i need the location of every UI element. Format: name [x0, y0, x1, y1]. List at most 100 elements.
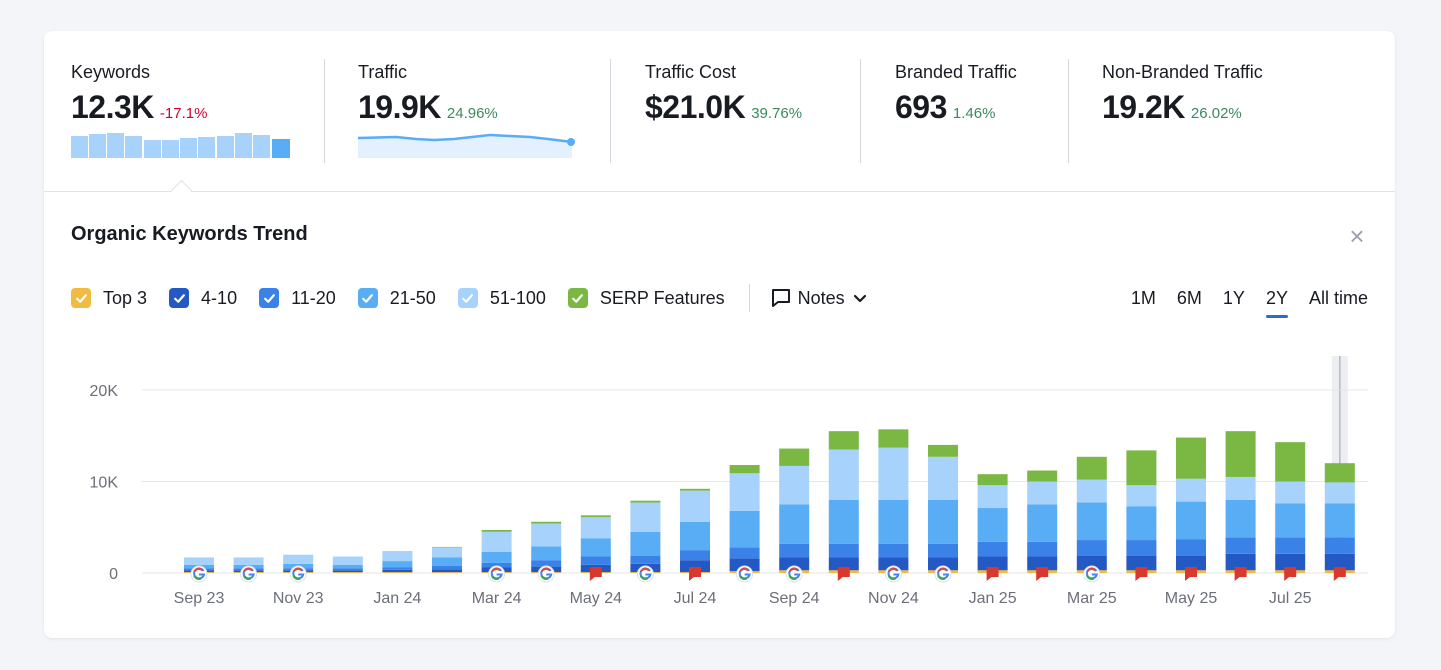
note-marker-icon [689, 567, 701, 581]
metric-value: 19.9K [358, 89, 441, 125]
close-icon[interactable]: × [1349, 221, 1365, 251]
divider [610, 59, 611, 163]
note-marker-icon [1234, 567, 1247, 581]
legend-label: SERP Features [599, 287, 725, 308]
google-g-glyph [788, 567, 799, 573]
legend-21-50[interactable]: 21-50 [357, 287, 436, 309]
bar-segment [878, 447, 909, 500]
range-all-time[interactable]: All time [1308, 288, 1368, 308]
google-g-glyph [193, 567, 204, 573]
range-1m[interactable]: 1M [1130, 288, 1156, 308]
legend-label: 4-10 [201, 287, 238, 308]
spark-bar [125, 136, 142, 158]
traffic-sparkline [358, 133, 575, 158]
sparkline-point [567, 138, 575, 146]
bar-segment [1176, 437, 1206, 479]
x-tick-label: Jan 24 [373, 590, 421, 607]
google-g-glyph [738, 575, 748, 581]
bar-segment [1027, 556, 1058, 571]
metric-non-branded-traffic[interactable]: Non-Branded Traffic 19.2K 26.02% [1102, 61, 1263, 126]
bar-segment [1027, 504, 1058, 542]
checkbox-checked-icon[interactable] [567, 288, 588, 308]
bar-segment [729, 547, 760, 559]
google-g-glyph [937, 567, 948, 573]
legend-serp-features[interactable]: SERP Features [567, 287, 725, 309]
checkbox-checked-icon[interactable] [457, 288, 478, 308]
bar-segment [680, 550, 710, 561]
bar-segment [332, 570, 363, 573]
bar-segment [1076, 456, 1107, 480]
google-g-glyph [292, 575, 301, 581]
metric-traffic[interactable]: Traffic 19.9K 24.96% [358, 61, 580, 158]
sparkline-line [358, 133, 573, 144]
x-tick-label: Nov 23 [273, 590, 324, 607]
google-g-glyph [292, 567, 303, 573]
checkbox-checked-icon[interactable] [169, 288, 190, 308]
chevron-down-icon [853, 294, 866, 303]
bar-segment [1176, 501, 1206, 540]
legend-top-3[interactable]: Top 3 [71, 288, 147, 309]
bar-segment [432, 572, 462, 573]
bar-segment [531, 521, 562, 524]
section-title: Organic Keywords Trend [71, 223, 308, 245]
bar-segment [1275, 503, 1306, 538]
metric-label: Traffic [358, 62, 408, 82]
bar-segment [283, 554, 314, 564]
google-g-glyph [242, 575, 252, 581]
google-g-glyph [193, 575, 202, 581]
bar-segment [828, 499, 859, 544]
bar-segment [531, 523, 562, 547]
x-tick-label: May 24 [570, 590, 623, 607]
bar-segment [233, 557, 264, 565]
bar-segment [432, 546, 462, 548]
bar-segment [1126, 555, 1157, 571]
bar-segment [779, 465, 810, 505]
legend-4-10[interactable]: 4-10 [169, 288, 237, 309]
x-tick-label: Jul 24 [674, 590, 717, 607]
x-tick-label: Jan 25 [969, 590, 1017, 607]
bar-segment [1027, 541, 1058, 557]
bar-segment [1027, 470, 1058, 482]
metric-keywords[interactable]: Keywords 12.3K -17.1% [71, 61, 293, 158]
bar-segment [531, 560, 562, 567]
notes-dropdown[interactable]: Notes [770, 287, 867, 309]
metric-branded-traffic[interactable]: Branded Traffic 693 1.46% [895, 61, 1017, 126]
legend-label: 21-50 [389, 287, 436, 308]
spark-bar [144, 140, 161, 158]
range-1y[interactable]: 1Y [1222, 288, 1245, 308]
bar-segment [432, 569, 462, 573]
note-marker-icon [986, 567, 999, 581]
bar-segment [332, 556, 363, 565]
bar-segment [382, 551, 413, 552]
legend-11-20[interactable]: 11-20 [259, 288, 336, 309]
bar-segment [828, 431, 859, 450]
range-6m[interactable]: 6M [1176, 288, 1202, 308]
metric-traffic-cost[interactable]: Traffic Cost $21.0K 39.76% [645, 61, 802, 126]
x-tick-label: Mar 24 [472, 590, 522, 607]
bar-segment [1126, 506, 1157, 541]
bar-segment [1176, 555, 1206, 571]
legend-51-100[interactable]: 51-100 [457, 288, 546, 309]
bar-segment [332, 564, 363, 569]
checkbox-checked-icon[interactable] [357, 288, 378, 308]
bar-segment [828, 449, 859, 500]
bar-segment [1225, 476, 1256, 500]
range-2y[interactable]: 2Y [1265, 285, 1289, 318]
y-tick-label: 20K [90, 383, 119, 400]
google-g-glyph [887, 575, 896, 581]
checkbox-checked-icon[interactable] [259, 288, 280, 308]
bar-segment [1126, 540, 1157, 556]
bar-segment [432, 565, 462, 570]
bar-segment [432, 557, 462, 566]
comment-icon [771, 289, 790, 307]
metrics-bar: Keywords 12.3K -17.1% Traf [44, 31, 1395, 192]
bar-segment [680, 490, 710, 522]
checkbox-checked-icon[interactable] [71, 288, 91, 308]
bar-segment [680, 521, 710, 551]
bar-segment [1324, 463, 1355, 483]
spark-bar [198, 137, 215, 158]
bar-segment [1176, 478, 1206, 502]
google-g-glyph [491, 567, 501, 573]
metric-value: 12.3K [71, 89, 154, 125]
google-g-glyph [937, 575, 946, 581]
